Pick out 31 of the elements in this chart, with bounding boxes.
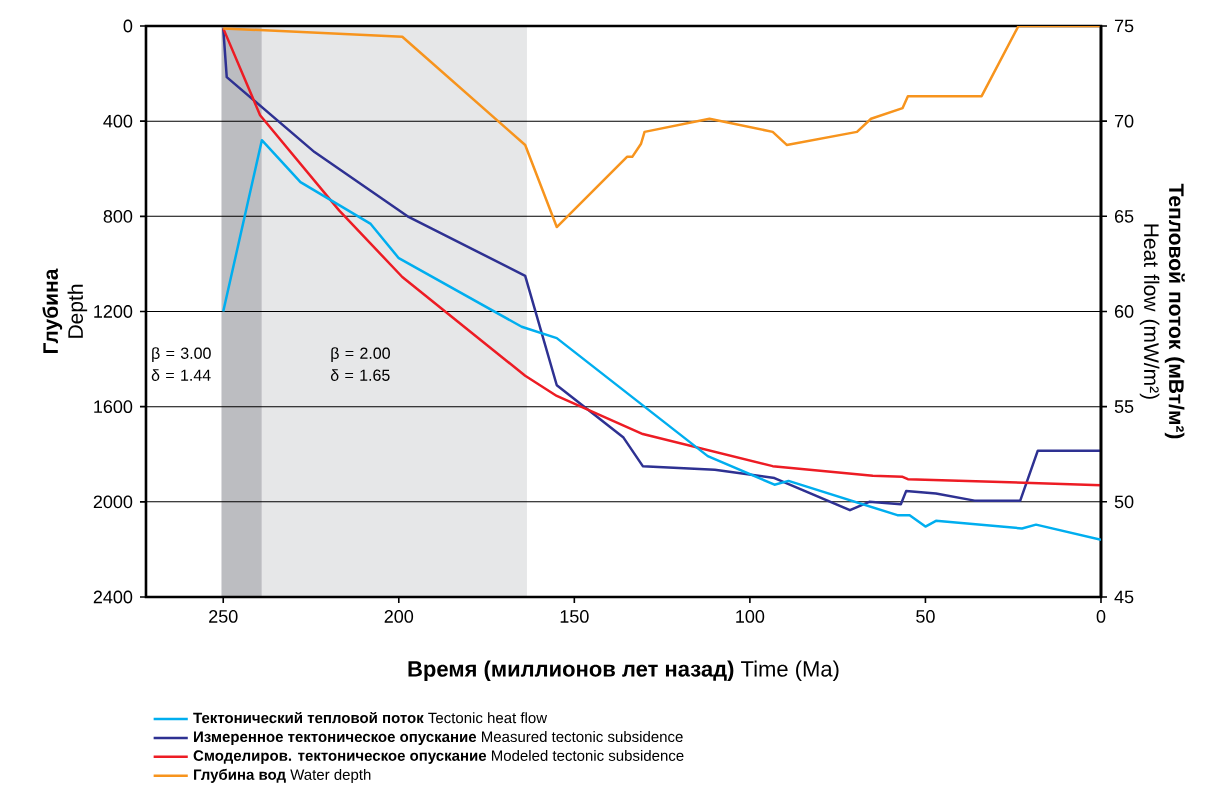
legend-label: Измеренное тектоническое опускание Measured tectonic subsidence (194, 731, 683, 746)
y-tick-label: 400 (103, 114, 133, 128)
band-label: β = 3.00 δ = 1.44 (151, 347, 211, 381)
line-series (221, 138, 1101, 542)
y2-tick-label: 60 (1114, 305, 1134, 318)
y2-tick-label: 70 (1114, 114, 1134, 128)
y-tick-label: 1200 (94, 305, 133, 318)
band-label: β = 2.00 δ = 1.65 (330, 347, 390, 381)
y-tick-label: 2400 (93, 590, 133, 604)
y2-axis-title: Тепловой поток (мВт/м²) Heat flow (mW/m²) (1139, 183, 1185, 439)
y2-tick-label: 75 (1114, 19, 1134, 33)
x-tick-label: 0 (1096, 610, 1106, 623)
y2-tick-label: 55 (1114, 400, 1134, 413)
y-tick-label: 0 (123, 19, 133, 33)
x-tick-label: 100 (736, 610, 765, 623)
y2-tick-label: 45 (1114, 590, 1134, 604)
y-axis-title: Глубина Depth (42, 268, 88, 354)
x-tick-label: 200 (384, 610, 414, 623)
y-tick-label: 800 (103, 209, 133, 223)
legend-label: Тектонический тепловой поток Tectonic heat flow (193, 711, 548, 724)
legend-label: Смоделиров. тектоническое опускание Modeled tectonic subsidence (193, 749, 684, 764)
y-tick-label: 1600 (94, 400, 133, 414)
line-series (221, 26, 1101, 229)
x-tick-label: 250 (209, 610, 238, 623)
legend-label: Глубина вод Water depth (194, 768, 371, 783)
x-axis-title: Время (миллионов лет назад) Time (Ma) (408, 660, 839, 682)
y2-tick-label: 65 (1114, 209, 1134, 223)
y-tick-label: 2000 (93, 495, 133, 509)
x-tick-label: 50 (916, 610, 935, 623)
y2-tick-label: 50 (1114, 495, 1134, 509)
x-tick-label: 150 (560, 610, 589, 623)
